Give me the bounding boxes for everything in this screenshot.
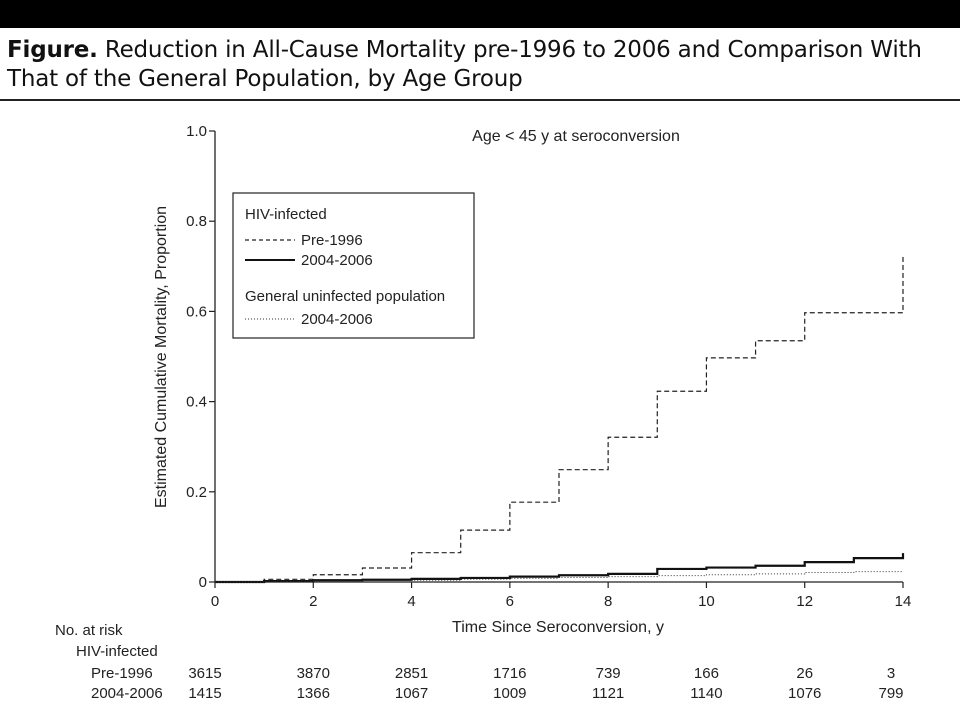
risk-value: 1140 [690,685,723,702]
x-tick-label: 14 [895,593,912,610]
y-tick-label: 0 [199,574,207,591]
chart-series [215,255,905,584]
risk-value: 1716 [493,665,527,682]
figure-title-lead: Figure. [7,37,98,63]
risk-row-label-pre1996: Pre-1996 [91,665,153,682]
x-tick-label: 12 [796,593,813,610]
y-tick-label: 0.8 [186,213,207,230]
legend-label-general-2004: 2004-2006 [301,311,373,328]
risk-value: 3615 [188,665,222,682]
x-tick-label: 6 [506,593,514,610]
x-tick-label: 0 [211,593,219,610]
panel-label: Age < 45 y at seroconversion [472,128,680,145]
risk-value: 1067 [394,685,429,702]
risk-value: 1121 [592,685,625,702]
risk-value: 1415 [188,685,222,702]
title-rule [0,99,960,101]
risk-value: 3 [886,665,896,682]
x-axis-label: Time Since Seroconversion, y [452,619,664,636]
top-bar [0,0,960,28]
risk-value: 3870 [296,665,330,682]
y-tick-label: 1.0 [186,123,207,140]
legend-label-hiv-2004: 2004-2006 [301,252,373,269]
risk-value: 26 [796,665,814,682]
risk-value: 1009 [493,685,527,702]
risk-value: 166 [693,665,719,682]
legend-label-pre1996: Pre-1996 [301,232,363,249]
risk-row-label-2004: 2004-2006 [91,685,163,702]
legend-box [232,192,475,339]
risk-value: 1076 [788,685,822,702]
y-tick-label: 0.6 [186,303,207,320]
risk-value: 799 [878,685,904,702]
risk-value: 739 [595,665,621,682]
legend-group-hiv: HIV-infected [245,206,327,223]
risk-table-title: No. at risk [55,622,123,639]
series-2004-2006-hiv [215,553,905,584]
x-tick-label: 8 [604,593,612,610]
series-2004-2006-general [215,571,904,583]
legend: HIV-infected Pre-1996 2004-2006 General … [232,192,475,339]
x-tick-label: 10 [698,593,715,610]
y-tick-label: 0.2 [186,484,207,501]
figure-title: Figure. Reduction in All-Cause Mortality… [7,36,957,94]
x-tick-label: 2 [309,593,317,610]
risk-table-group: HIV-infected [76,643,158,660]
series-pre1996-hiv [215,255,904,583]
legend-group-general: General uninfected population [245,288,445,305]
y-tick-label: 0.4 [186,394,207,411]
chart-axes [214,131,903,583]
risk-value: 1366 [296,685,330,702]
x-tick-label: 4 [407,593,415,610]
y-axis-label: Estimated Cumulative Mortality, Proporti… [153,206,170,508]
risk-value: 2851 [394,665,429,682]
chart-ticks: 0 0.2 0.4 0.6 0.8 1.0 0 2 4 6 8 10 12 14 [186,123,911,610]
figure-title-text: Reduction in All-Cause Mortality pre-199… [7,37,922,92]
